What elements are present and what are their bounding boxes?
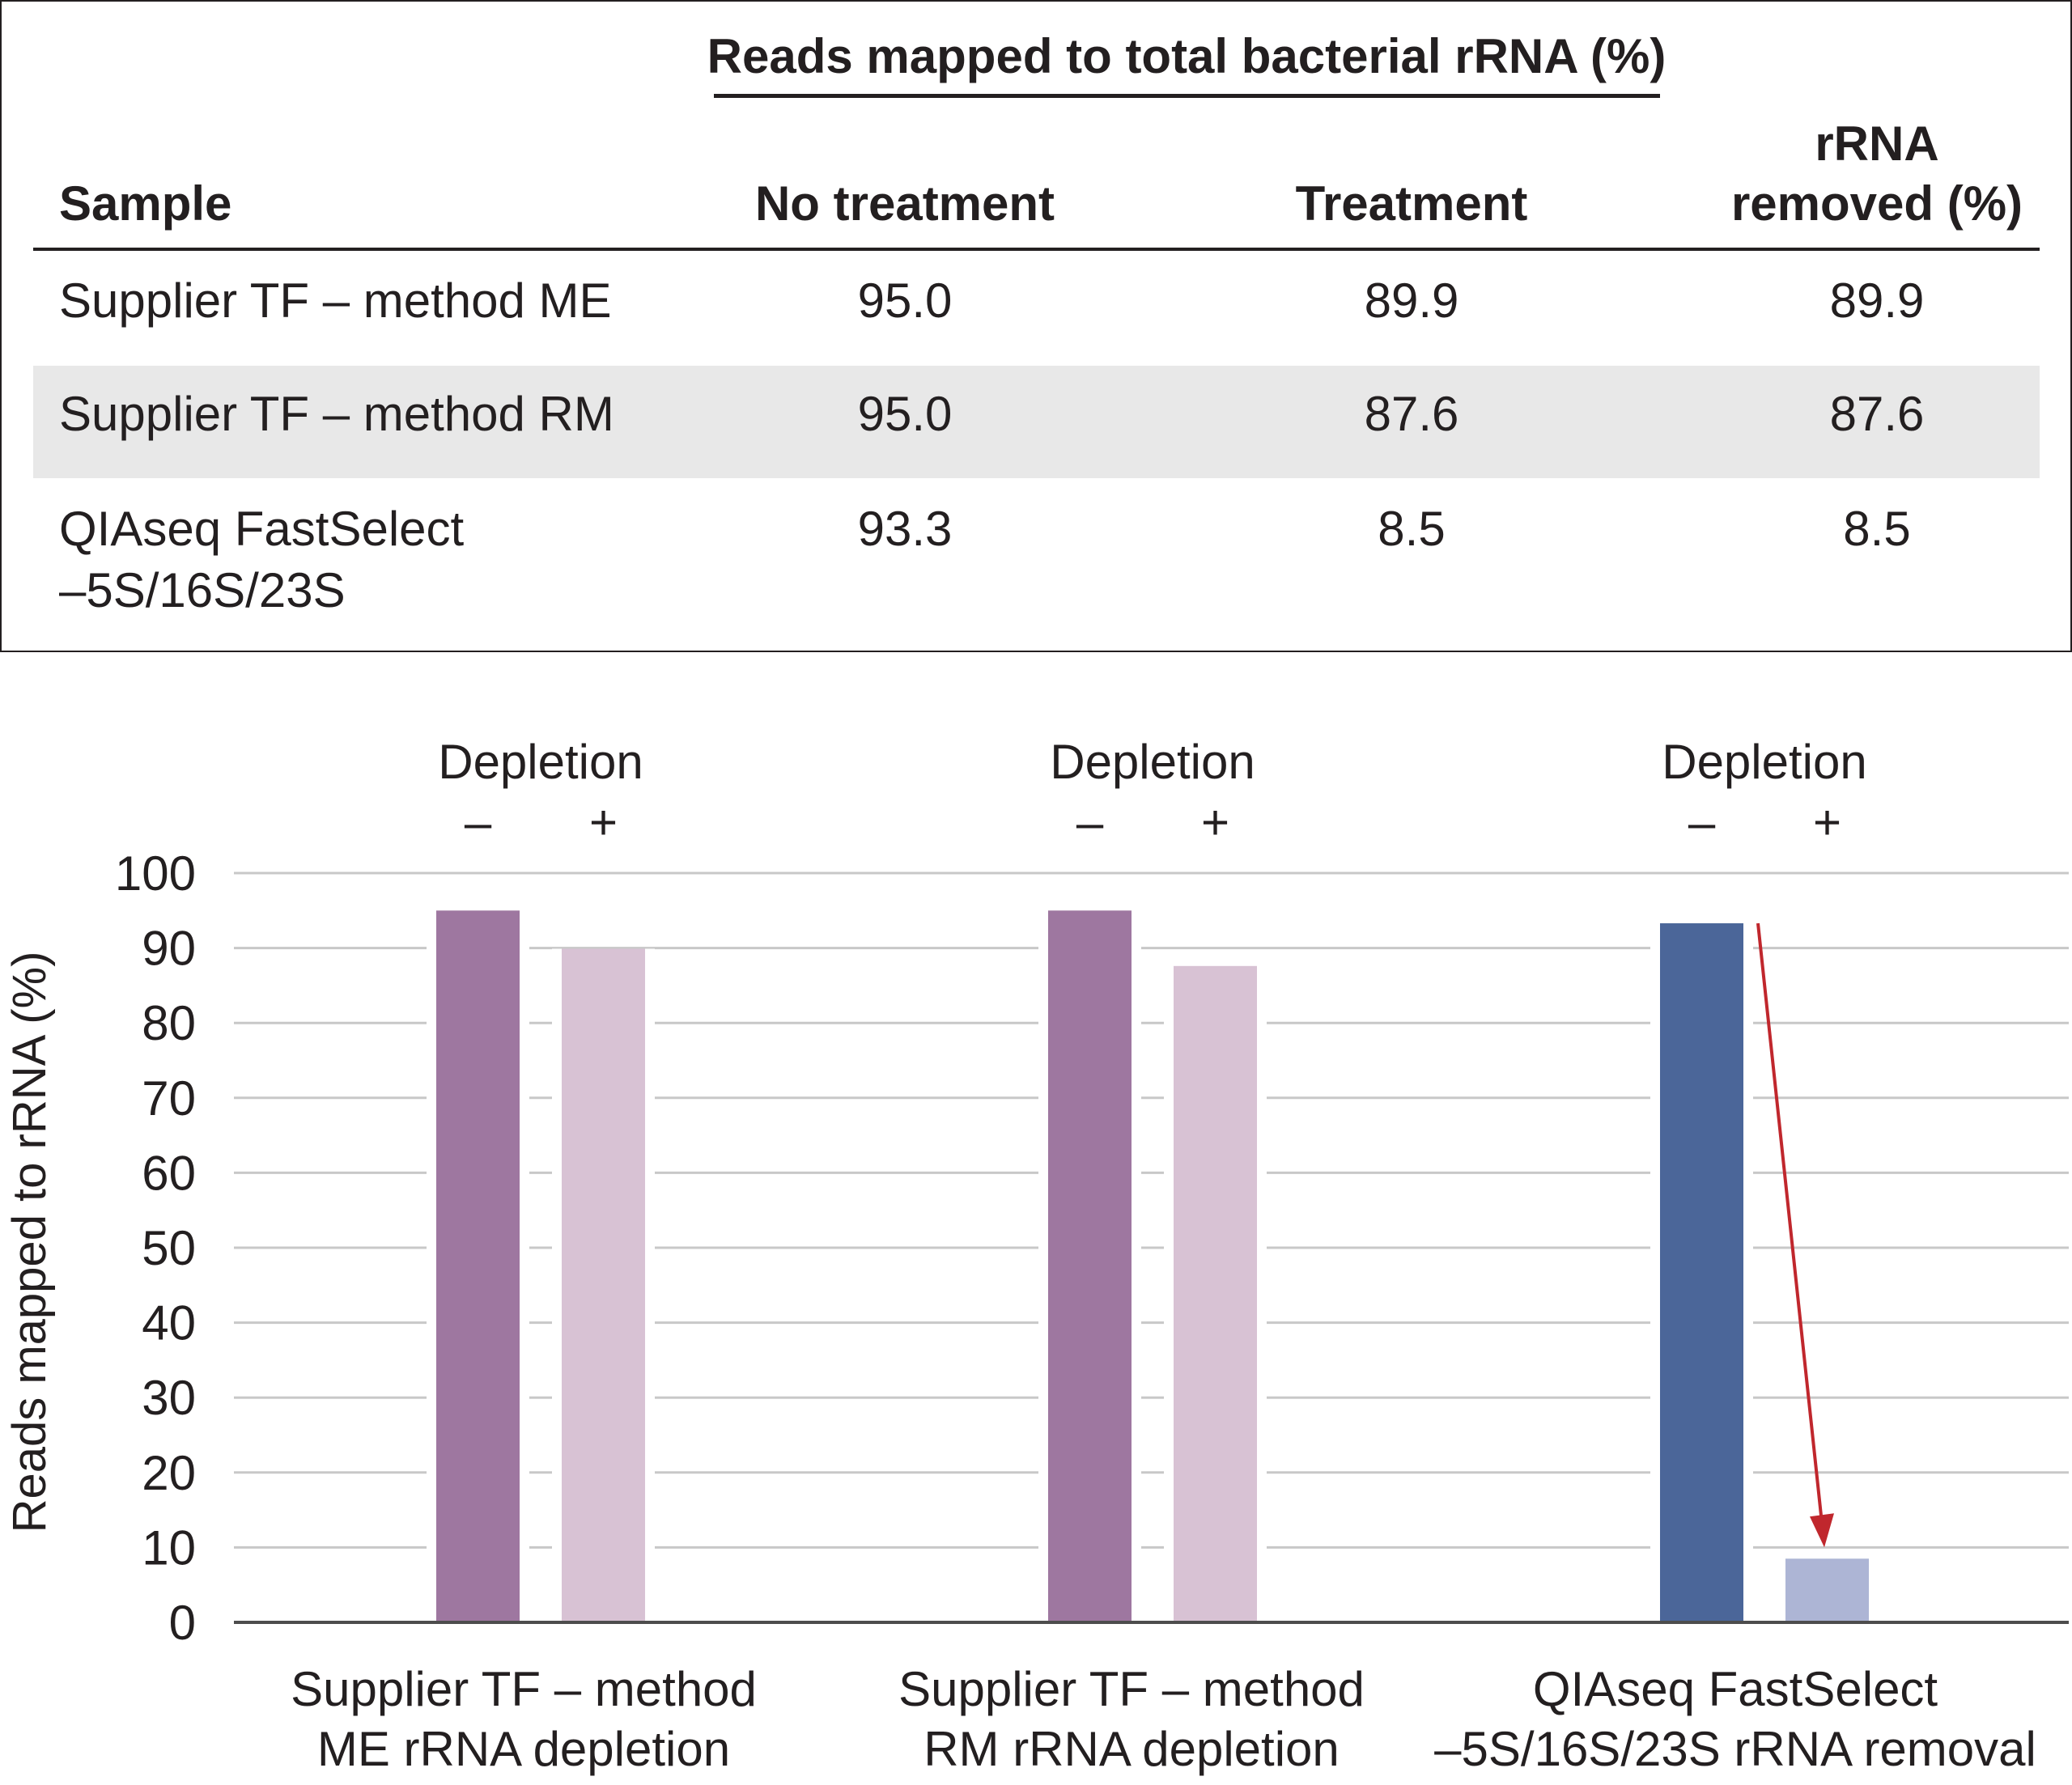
y-axis-label: Reads mapped to rRNA (%) xyxy=(3,952,56,1533)
x-category-label: Supplier TF – method xyxy=(898,1662,1365,1716)
depletion-sign-label: + xyxy=(589,795,618,850)
bar xyxy=(1785,1558,1869,1622)
cell-no-treatment: 93.3 xyxy=(857,502,953,556)
cell-no-treatment: 95.0 xyxy=(857,387,953,441)
y-tick-label: 50 xyxy=(142,1221,196,1275)
bar xyxy=(1048,910,1132,1622)
col-header-treatment: Treatment xyxy=(1295,176,1528,231)
y-tick-label: 60 xyxy=(142,1146,196,1200)
y-tick-label: 90 xyxy=(142,922,196,976)
depletion-header: Depletion xyxy=(1050,735,1255,789)
cell-removed: 87.6 xyxy=(1829,387,1925,441)
depletion-sign-label: + xyxy=(1813,795,1841,850)
bar xyxy=(436,910,520,1622)
group-header-underline xyxy=(714,94,1660,98)
depletion-header: Depletion xyxy=(438,735,643,789)
x-category-label: –5S/16S/23S rRNA removal xyxy=(1434,1722,2036,1776)
bar xyxy=(1174,965,1257,1622)
col-header-rrna-removed-line2: removed (%) xyxy=(1730,176,2023,231)
col-header-no-treatment: No treatment xyxy=(754,176,1055,231)
table-group-header: Reads mapped to total bacterial rRNA (%) xyxy=(707,29,1667,83)
y-tick-label: 100 xyxy=(115,846,196,901)
x-category-label: Supplier TF – method xyxy=(291,1662,757,1716)
y-tick-label: 0 xyxy=(169,1596,196,1650)
results-table xyxy=(0,0,2072,652)
depletion-header: Depletion xyxy=(1662,735,1867,789)
cell-sample: Supplier TF – method RM xyxy=(59,387,614,441)
depletion-sign-label: – xyxy=(1688,795,1716,850)
cell-sample: QIAseq FastSelect xyxy=(59,502,465,556)
x-category-label: ME rRNA depletion xyxy=(317,1722,730,1776)
cell-treatment: 87.6 xyxy=(1364,387,1459,441)
x-category-label: RM rRNA depletion xyxy=(923,1722,1340,1776)
cell-treatment: 89.9 xyxy=(1364,273,1459,328)
cell-removed: 8.5 xyxy=(1843,502,1911,556)
y-tick-label: 70 xyxy=(142,1071,196,1126)
header-rule xyxy=(33,248,2040,251)
cell-treatment: 8.5 xyxy=(1378,502,1446,556)
y-tick-label: 30 xyxy=(142,1371,196,1425)
cell-sample: Supplier TF – method ME xyxy=(59,273,612,328)
bar xyxy=(562,948,645,1622)
col-header-sample: Sample xyxy=(59,176,232,231)
y-tick-label: 40 xyxy=(142,1296,196,1350)
y-tick-label: 20 xyxy=(142,1446,196,1500)
row-shading xyxy=(33,366,2040,478)
cell-no-treatment: 95.0 xyxy=(857,273,953,328)
bar-chart: 0 10 20 30 40 50 60 70 80 90 100 Reads mapped to rR… xyxy=(3,735,2069,1776)
cell-removed: 89.9 xyxy=(1829,273,1925,328)
depletion-sign-label: – xyxy=(465,795,492,850)
cell-sample-line2: –5S/16S/23S xyxy=(59,563,346,617)
bar xyxy=(1660,923,1743,1622)
col-header-rrna-removed-line1: rRNA xyxy=(1815,117,1939,171)
depletion-sign-label: – xyxy=(1076,795,1104,850)
y-tick-label: 10 xyxy=(142,1520,196,1575)
x-category-label: QIAseq FastSelect xyxy=(1533,1662,1938,1716)
y-tick-label: 80 xyxy=(142,996,196,1050)
arrow-shaft xyxy=(1756,922,1824,1524)
arrow-head-icon xyxy=(1810,1513,1834,1548)
depletion-sign-label: + xyxy=(1201,795,1229,850)
